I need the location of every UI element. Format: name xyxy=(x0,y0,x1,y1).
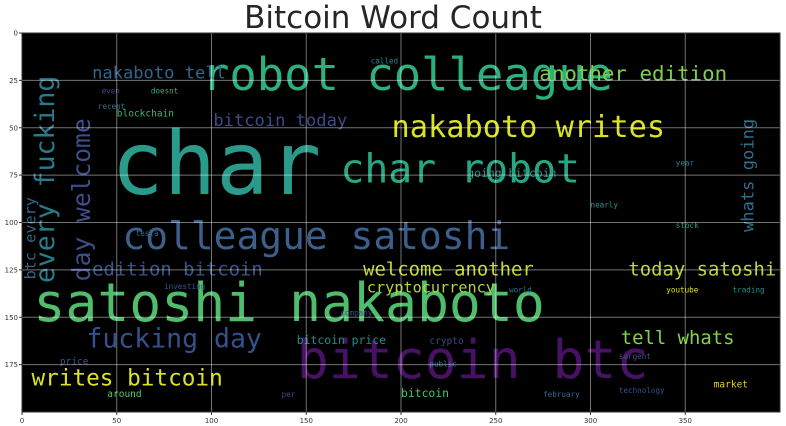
word-fucking-day: fucking day xyxy=(86,324,262,355)
word-sargent: sargent xyxy=(619,352,651,361)
x-tick-label-250: 250 xyxy=(489,417,502,425)
y-tick-label-100: 100 xyxy=(5,219,18,227)
word-public: public xyxy=(429,360,456,369)
y-tick-label-150: 150 xyxy=(5,314,18,322)
word-tell-whats: tell whats xyxy=(621,327,735,349)
y-tick-label-50: 50 xyxy=(9,124,18,132)
word-technology: technology xyxy=(619,386,665,395)
word-even: even xyxy=(102,87,120,96)
x-tick-label-300: 300 xyxy=(584,417,597,425)
y-tick-label-25: 25 xyxy=(9,77,18,85)
word-bitcoin: bitcoin xyxy=(401,386,449,400)
y-axis: 0 25 50 75 100 125 150 175 xyxy=(5,30,22,369)
word-nakaboto-tell: nakaboto tell xyxy=(92,64,226,84)
word-every-fucking: every fucking xyxy=(30,76,61,283)
word-welcome-another: welcome another xyxy=(363,259,534,281)
word-btc-every: btc every xyxy=(21,197,39,279)
word-edition-bitcoin: edition bitcoin xyxy=(92,259,263,281)
y-tick-label-175: 175 xyxy=(5,361,18,369)
word-doesnt: doesnt xyxy=(151,87,178,96)
word-world: world xyxy=(509,286,532,295)
word-february: february xyxy=(543,390,580,399)
x-axis: 0 50 100 150 200 250 300 350 xyxy=(20,412,692,425)
word-today-satoshi: today satoshi xyxy=(628,259,776,281)
word-whats-going: whats going xyxy=(739,119,759,232)
word-bitcoin-btc: bitcoin btc xyxy=(297,329,649,391)
word-year: year xyxy=(676,159,695,168)
word-colleague-satoshi: colleague satoshi xyxy=(122,214,510,258)
grid-lines xyxy=(22,33,780,412)
x-tick-label-200: 200 xyxy=(394,417,407,425)
word-market: market xyxy=(714,379,748,390)
word-crypto: crypto xyxy=(429,336,464,347)
word-recent: recent xyxy=(98,102,125,111)
x-tick-label-350: 350 xyxy=(679,417,692,425)
y-tick-label-75: 75 xyxy=(9,172,18,180)
x-tick-label-50: 50 xyxy=(112,417,121,425)
word-bitcoin-price: bitcoin price xyxy=(297,333,386,347)
word-going-bitcoin: going bitcoin xyxy=(467,166,556,180)
word-cryptocurrency: cryptocurrency xyxy=(367,279,495,297)
word-nakaboto-writes: nakaboto writes xyxy=(392,110,666,145)
word-nearly: nearly xyxy=(591,200,619,209)
word-called: called xyxy=(371,56,398,65)
word-char-robot: char robot xyxy=(340,147,580,193)
y-tick-label-0: 0 xyxy=(14,30,18,38)
word-youtube: youtube xyxy=(666,286,698,295)
x-tick-label-100: 100 xyxy=(205,417,218,425)
word-robot-colleague: robot colleague xyxy=(202,48,613,101)
word-bitcoin-today: bitcoin today xyxy=(213,111,347,131)
word-per: per xyxy=(282,390,296,399)
word-writes-bitcoin: writes bitcoin xyxy=(32,366,223,392)
word-day-welcome: day welcome xyxy=(67,118,96,281)
word-stock: stock xyxy=(676,221,699,230)
word-satoshi-nakaboto: satoshi nakaboto xyxy=(33,272,544,334)
chart-title: Bitcoin Word Count xyxy=(244,0,542,36)
x-tick-label-150: 150 xyxy=(300,417,313,425)
word-company: company xyxy=(340,308,372,317)
plot-background xyxy=(22,33,780,412)
word-trading: trading xyxy=(733,286,765,295)
word-char: char xyxy=(111,113,321,215)
x-tick-label-0: 0 xyxy=(20,417,24,425)
y-tick-label-125: 125 xyxy=(5,266,18,274)
word-investing: investing xyxy=(164,282,205,291)
word-tesla: tesla xyxy=(136,229,159,238)
word-price: price xyxy=(60,357,89,368)
word-another-edition: another edition xyxy=(539,61,727,85)
word-blockchain: blockchain xyxy=(117,108,174,119)
word-around: around xyxy=(107,389,141,400)
